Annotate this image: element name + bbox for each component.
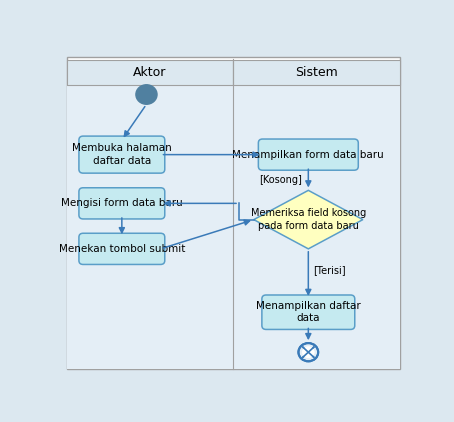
FancyBboxPatch shape — [67, 87, 233, 369]
Text: Membuka halaman
daftar data: Membuka halaman daftar data — [72, 143, 172, 166]
Text: Menampilkan daftar
data: Menampilkan daftar data — [256, 301, 360, 323]
FancyBboxPatch shape — [262, 295, 355, 330]
Polygon shape — [254, 190, 363, 249]
Circle shape — [136, 85, 157, 104]
Text: [Kosong]: [Kosong] — [259, 176, 302, 186]
Text: Menampilkan form data baru: Menampilkan form data baru — [232, 150, 384, 160]
FancyBboxPatch shape — [79, 188, 165, 219]
Text: Sistem: Sistem — [295, 66, 338, 79]
FancyBboxPatch shape — [67, 57, 400, 369]
Circle shape — [303, 347, 314, 357]
FancyBboxPatch shape — [258, 139, 358, 170]
FancyBboxPatch shape — [79, 136, 165, 173]
Text: [Terisi]: [Terisi] — [314, 265, 346, 275]
Text: Memeriksa field kosong
pada form data baru: Memeriksa field kosong pada form data ba… — [251, 208, 366, 231]
FancyBboxPatch shape — [79, 233, 165, 265]
FancyBboxPatch shape — [233, 87, 400, 369]
Text: Menekan tombol submit: Menekan tombol submit — [59, 244, 185, 254]
Text: Aktor: Aktor — [133, 66, 167, 79]
FancyBboxPatch shape — [67, 60, 233, 85]
Circle shape — [303, 347, 314, 357]
FancyBboxPatch shape — [233, 60, 400, 85]
Text: Mengisi form data baru: Mengisi form data baru — [61, 198, 183, 208]
